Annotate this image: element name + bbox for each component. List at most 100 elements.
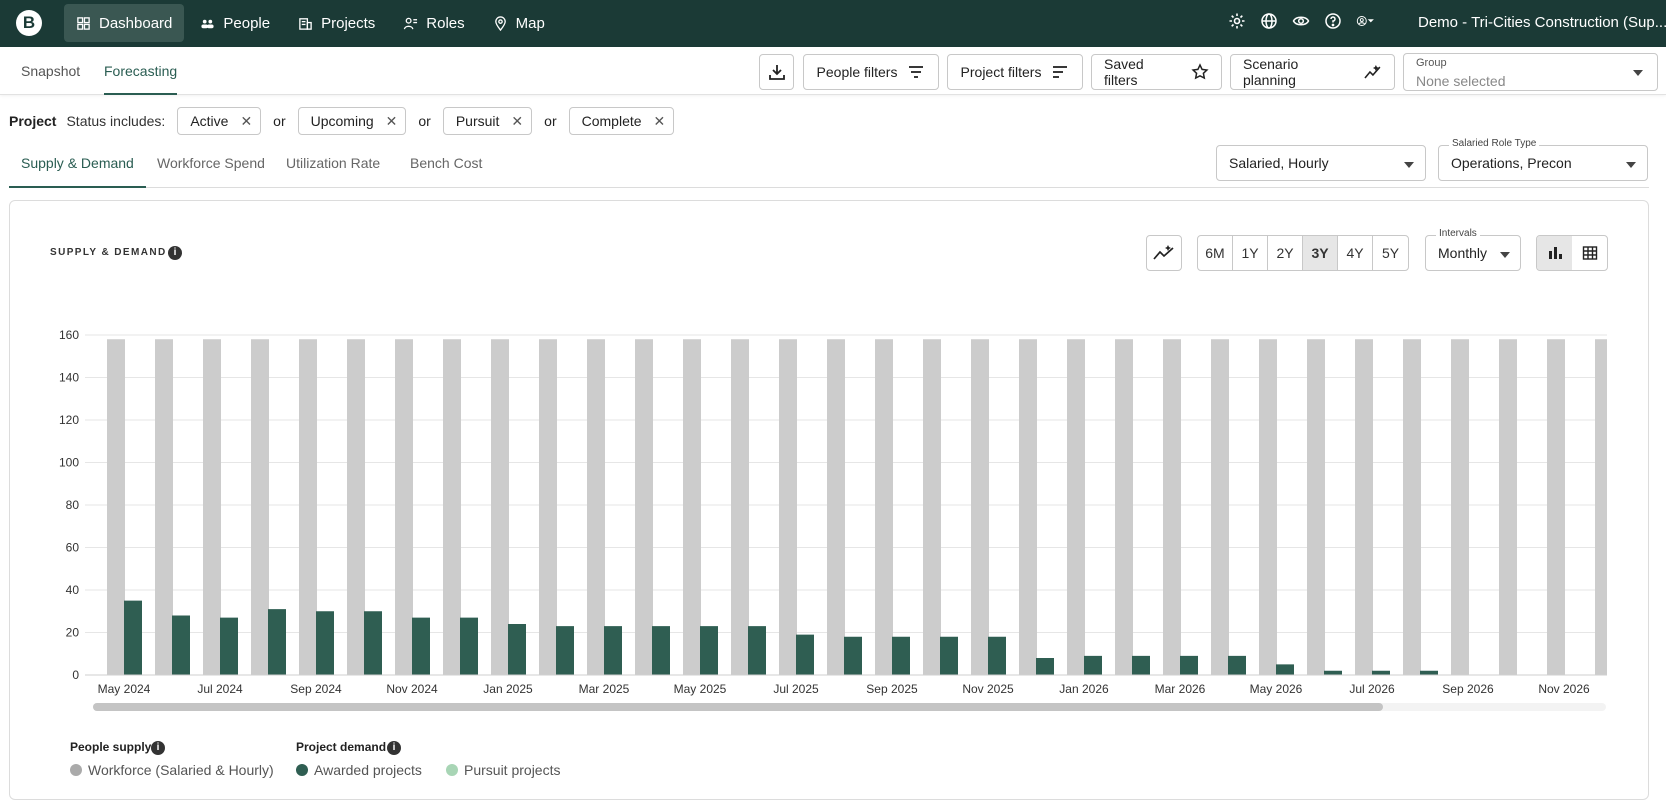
range-5y[interactable]: 5Y [1381,245,1400,261]
role-type-label: Salaried Role Type [1449,138,1540,149]
eye-icon[interactable] [1292,12,1310,30]
bar-awarded [1372,670,1390,675]
interval-select[interactable]: Intervals Monthly [1425,228,1521,271]
legend-item-awarded[interactable]: Awarded projects [296,762,422,778]
bar-awarded [124,600,142,675]
tab-bench-cost[interactable]: Bench Cost [410,155,483,171]
close-icon[interactable]: ✕ [511,112,524,129]
filter-joiner: or [418,113,431,129]
bar-awarded [1132,655,1150,675]
bar-workforce [827,339,845,675]
bar-workforce [443,339,461,675]
employee-type-select[interactable]: Salaried, Hourly [1216,145,1426,181]
card-title: SUPPLY & DEMAND [50,247,167,258]
view-toggle [1536,235,1608,271]
x-tick-label: Nov 2024 [386,682,438,696]
project-filters-label: Project filters [960,64,1042,80]
legend-label: Workforce (Salaried & Hourly) [88,762,274,778]
filter-chip-pursuit[interactable]: Pursuit ✕ [442,107,533,135]
chevron-down-icon [1633,70,1643,76]
saved-filters-button[interactable]: Saved filters [1091,54,1222,90]
bar-awarded [1084,655,1102,675]
project-filters-button[interactable]: Project filters [947,54,1083,90]
legend-supply-header: People supply [70,740,152,754]
projects-icon [299,17,312,30]
close-icon[interactable]: ✕ [385,112,398,129]
x-tick-label: May 2025 [674,682,727,696]
bar-awarded [748,626,766,675]
info-icon[interactable]: i [387,741,401,755]
range-4y[interactable]: 4Y [1338,236,1373,270]
nav-item-label: People [223,14,271,32]
table-view-button[interactable] [1572,236,1607,270]
bar-chart-icon [1548,247,1562,259]
gear-icon[interactable] [1228,12,1246,30]
bar-workforce [1163,339,1181,675]
filter-chip-active[interactable]: Active ✕ [177,107,262,135]
range-6m[interactable]: 6M [1198,236,1233,270]
x-tick-label: May 2026 [1250,682,1303,696]
tab-forecasting[interactable]: Forecasting [104,47,178,95]
bar-workforce [155,339,173,675]
nav-item-people[interactable]: People [188,4,282,42]
legend-label: Awarded projects [314,762,422,778]
chart-scrollbar[interactable] [93,703,1606,711]
bar-awarded [1228,655,1246,675]
bar-awarded [1276,664,1294,675]
help-icon[interactable] [1324,12,1342,30]
bar-workforce [251,339,269,675]
range-1y[interactable]: 1Y [1233,236,1268,270]
role-type-select[interactable]: Salaried Role Type Operations, Precon [1438,138,1648,181]
app-logo[interactable]: B [16,10,42,36]
bar-workforce [1067,339,1085,675]
x-tick-label: Sep 2024 [290,682,342,696]
close-icon[interactable]: ✕ [653,112,666,129]
legend-dot [296,764,308,776]
info-icon[interactable]: i [168,246,182,260]
range-2y[interactable]: 2Y [1268,236,1303,270]
tab-snapshot[interactable]: Snapshot [21,63,81,79]
bar-workforce [587,339,605,675]
nav-item-roles[interactable]: Roles [391,4,476,42]
bar-awarded [508,624,526,675]
range-3y[interactable]: 3Y [1303,236,1338,270]
active-filters: Project Status includes: Active ✕ or Upc… [9,107,675,135]
trend-icon [1153,245,1174,260]
trend-toggle-button[interactable] [1146,235,1182,271]
nav-item-projects[interactable]: Projects [286,4,387,42]
globe-icon[interactable] [1260,12,1278,30]
chart-view-button[interactable] [1537,236,1572,270]
legend-item-workforce[interactable]: Workforce (Salaried & Hourly) [70,762,274,778]
info-icon[interactable]: i [151,741,165,755]
scenario-planning-button[interactable]: Scenario planning [1230,54,1395,90]
filter-chip-complete[interactable]: Complete ✕ [568,107,675,135]
people-filters-button[interactable]: People filters [803,54,939,90]
nav-item-map[interactable]: Map [481,4,557,42]
close-icon[interactable]: ✕ [240,112,253,129]
legend-dot [446,764,458,776]
account-icon[interactable] [1356,12,1374,30]
tab-utilization-rate[interactable]: Utilization Rate [286,155,381,171]
group-select[interactable]: Group None selected [1403,53,1658,91]
download-button[interactable] [759,54,794,90]
tab-supply-demand[interactable]: Supply & Demand [9,146,146,188]
bar-awarded [1036,658,1054,675]
map-pin-icon [494,15,506,31]
trend-icon [1364,65,1381,79]
bar-awarded [364,611,382,675]
x-tick-label: Jul 2024 [197,682,243,696]
organization-name[interactable]: Demo - Tri-Cities Construction (Sup... [1418,14,1666,31]
filter-chip-upcoming[interactable]: Upcoming ✕ [297,107,407,135]
tab-workforce-spend[interactable]: Workforce Spend [157,155,265,171]
legend-item-pursuit[interactable]: Pursuit projects [446,762,560,778]
scrollbar-thumb[interactable] [93,703,1383,711]
bar-workforce [875,339,893,675]
bar-workforce [107,339,125,675]
x-tick-label: May 2024 [98,682,151,696]
star-icon [1191,63,1209,80]
nav-item-dashboard[interactable]: Dashboard [64,4,185,42]
x-tick-label: Nov 2025 [962,682,1014,696]
top-nav-bar: B Dashboard People Projects Roles Map De… [0,0,1666,47]
y-tick-label: 100 [59,456,79,470]
bar-workforce [683,339,701,675]
